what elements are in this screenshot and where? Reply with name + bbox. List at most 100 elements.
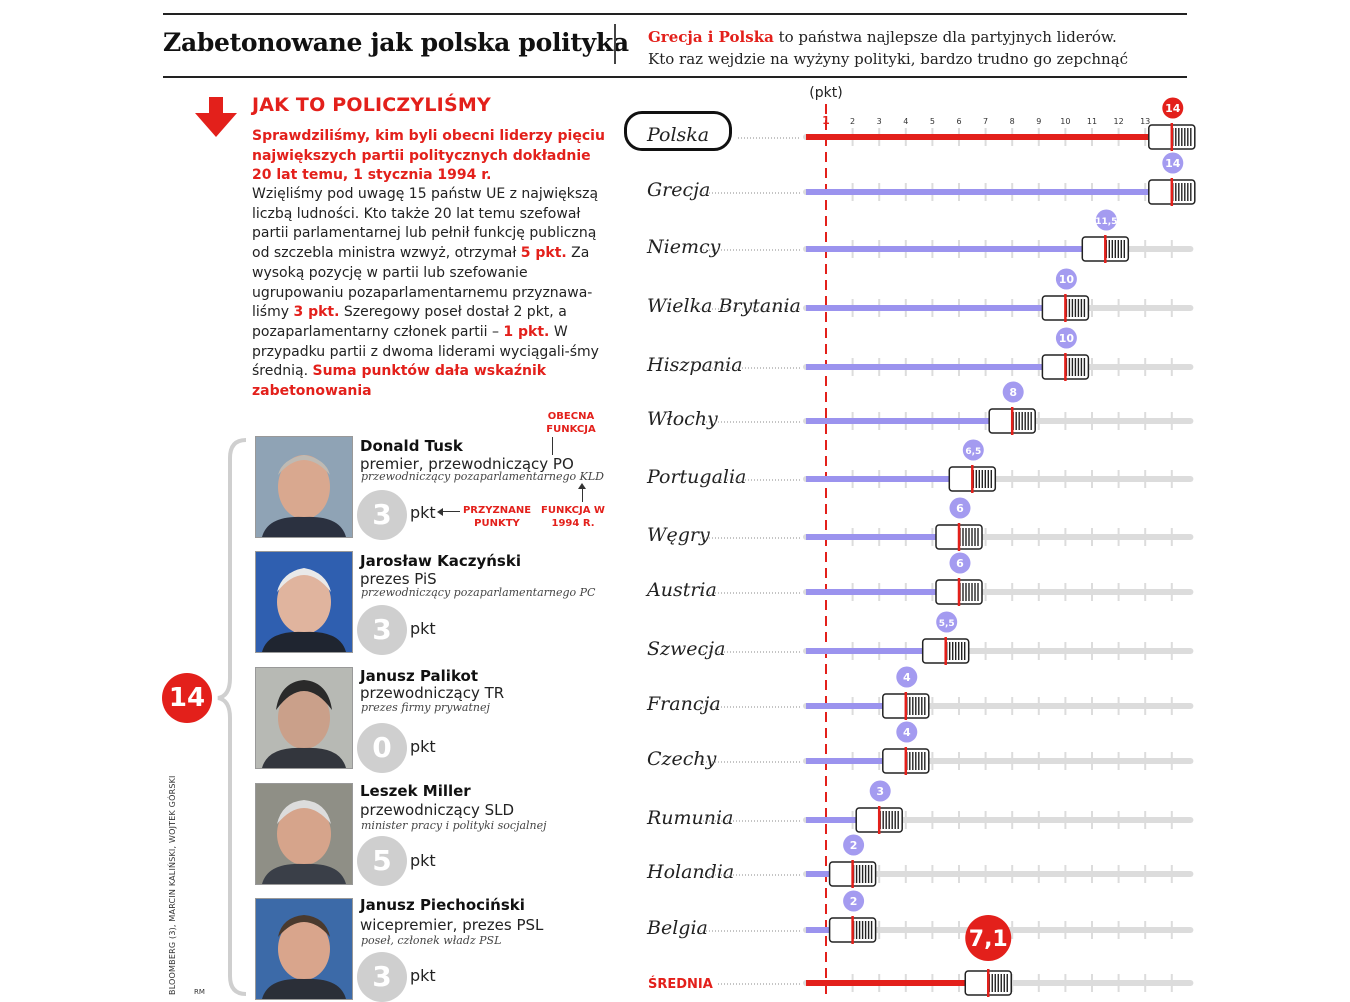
photo-piechocinski xyxy=(255,898,353,1000)
method-p3: Szeregowy poseł dostał 2 pkt, a pozaparl… xyxy=(252,304,567,340)
value-label: 4 xyxy=(903,671,911,684)
average-label: ŚREDNIA xyxy=(648,976,713,992)
photo-kaczynski xyxy=(255,551,353,653)
country-label: Austria xyxy=(647,579,720,601)
x-tick-label: 3 xyxy=(877,117,882,126)
value-label: 8 xyxy=(1009,386,1017,399)
value-label: 14 xyxy=(1165,102,1181,115)
arrow-left-icon xyxy=(437,508,443,516)
value-slider xyxy=(1148,178,1196,206)
points-badge: 3 xyxy=(357,490,407,540)
poland-total-badge: 14 xyxy=(162,673,212,723)
person-name: Janusz Piechociński xyxy=(360,896,525,914)
country-label: Belgia xyxy=(647,917,711,939)
portrait-kaczynski xyxy=(256,552,352,652)
person-past-role: prezes firmy prywatnej xyxy=(361,701,490,714)
x-tick-label: 10 xyxy=(1060,117,1070,126)
x-tick-label: 9 xyxy=(1036,117,1041,126)
value-slider xyxy=(1148,123,1196,151)
x-tick-label: 13 xyxy=(1140,117,1150,126)
value-badge xyxy=(962,439,984,461)
country-label: Portugalia xyxy=(647,466,750,488)
header-divider xyxy=(614,24,616,64)
country-label: Rumunia xyxy=(647,807,737,829)
country-label: Czechy xyxy=(647,748,720,770)
value-badge xyxy=(949,552,971,574)
value-slider xyxy=(921,637,970,665)
arrow-up-icon xyxy=(578,483,586,489)
country-label: Holandia xyxy=(647,861,738,883)
value-label: 2 xyxy=(850,839,858,852)
value-badge xyxy=(1162,152,1184,174)
portrait-tusk xyxy=(256,437,352,537)
value-slider xyxy=(988,407,1036,435)
photo-miller xyxy=(255,783,353,885)
method-p4-red: Suma punktów dała wskaźnik zabetonowania xyxy=(252,363,547,400)
value-label: 3 xyxy=(876,785,884,798)
country-label: Węgry xyxy=(647,524,713,546)
portrait-piechocinski xyxy=(256,899,352,999)
x-tick-label: 6 xyxy=(956,117,961,126)
value-slider xyxy=(828,916,877,944)
country-label: Włochy xyxy=(647,408,721,430)
value-badge xyxy=(949,497,971,519)
average-badge xyxy=(965,915,1012,961)
annotation-line-points xyxy=(440,511,460,512)
photo-tusk xyxy=(255,436,353,538)
value-slider xyxy=(1081,235,1130,263)
value-badge xyxy=(1055,268,1077,290)
value-badge xyxy=(1002,381,1024,403)
value-badge xyxy=(896,666,918,688)
person-name: Jarosław Kaczyński xyxy=(360,552,521,570)
value-label: 5,5 xyxy=(939,619,955,629)
top-rule xyxy=(163,13,1187,15)
annotation-line-current xyxy=(552,437,553,455)
value-label: 11,5 xyxy=(1095,217,1117,227)
photo-palikot xyxy=(255,667,353,769)
points-badge: 3 xyxy=(357,605,407,655)
country-label: Polska xyxy=(647,124,713,146)
person-name: Janusz Palikot xyxy=(360,667,478,685)
person-past-role: minister pracy i polityki socjalnej xyxy=(361,819,547,832)
portrait-palikot xyxy=(256,668,352,768)
value-label: 4 xyxy=(903,726,911,739)
value-badge xyxy=(936,611,958,633)
down-arrow-icon xyxy=(195,97,237,137)
person-past-role: poseł, członek władz PSL xyxy=(361,934,502,947)
author-initials: RM xyxy=(194,988,205,996)
method-p1-red: 5 pkt. xyxy=(520,245,567,262)
value-label: 6 xyxy=(956,557,964,570)
value-slider xyxy=(882,747,930,775)
points-badge: 0 xyxy=(357,723,407,773)
value-slider xyxy=(1041,294,1090,322)
method-body: Wzięliśmy pod uwagę 15 państw UE z najwi… xyxy=(252,185,614,402)
value-label: 6 xyxy=(956,502,964,515)
method-lead: Sprawdziliśmy, kim byli obecni liderzy p… xyxy=(252,128,605,184)
total-brace xyxy=(217,438,247,996)
method-p2-red: 3 pkt. xyxy=(293,304,340,321)
points-unit: pkt xyxy=(410,851,436,870)
x-tick-label: 12 xyxy=(1114,117,1124,126)
method-p1: Wzięliśmy pod uwagę 15 państw UE z najwi… xyxy=(252,186,599,262)
value-slider xyxy=(882,692,930,720)
value-badge xyxy=(843,834,865,856)
person-role: wicepremier, prezes PSL xyxy=(360,916,544,934)
annotation-function-1994: FUNKCJA W 1994 R. xyxy=(541,505,605,529)
value-badge xyxy=(869,780,891,802)
annotation-line-1994 xyxy=(582,486,583,502)
value-slider xyxy=(855,806,903,834)
x-tick-label: 7 xyxy=(983,117,988,126)
header-highlight: Grecja i Polska xyxy=(648,28,774,46)
points-unit: pkt xyxy=(410,737,436,756)
country-label: Szwecja xyxy=(647,638,729,660)
points-unit: pkt xyxy=(410,503,436,522)
value-badge xyxy=(896,721,918,743)
page-title: Zabetonowane jak polska polityka xyxy=(163,28,629,57)
method-p4: W przypadku partii z dwoma liderami wyci… xyxy=(252,323,599,380)
portrait-miller xyxy=(256,784,352,884)
value-badge xyxy=(1055,327,1077,349)
value-slider xyxy=(948,465,997,493)
value-label: 10 xyxy=(1059,332,1075,345)
person-past-role: przewodniczący pozaparlamentarnego KLD xyxy=(361,470,604,483)
